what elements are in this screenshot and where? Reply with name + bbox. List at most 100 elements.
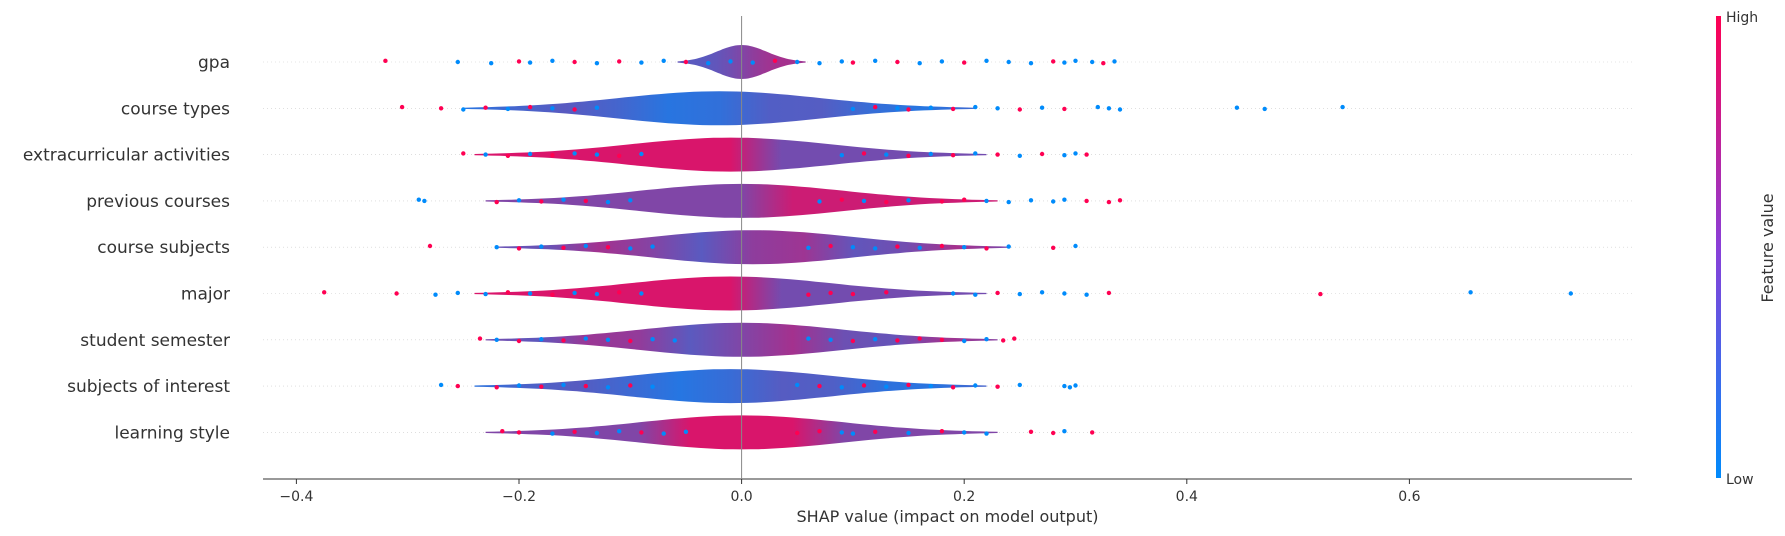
feature-row: student semester (80, 322, 1632, 357)
shap-point (1017, 153, 1022, 158)
shap-point (628, 198, 633, 203)
feature-row: gpa (198, 45, 1632, 79)
shap-point (1012, 336, 1017, 341)
shap-point (973, 151, 978, 156)
shap-point (594, 61, 600, 66)
shap-point (1039, 290, 1045, 295)
shap-point (1062, 291, 1067, 296)
shap-point (962, 338, 967, 344)
shap-point (672, 338, 677, 343)
feature-label: extracurricular activities (23, 146, 230, 166)
shap-point (572, 290, 577, 296)
shap-point (628, 383, 633, 388)
shap-point (650, 337, 655, 342)
shap-point (583, 243, 588, 249)
shap-point (1073, 58, 1078, 63)
shap-point (895, 244, 900, 249)
shap-point (1073, 151, 1078, 156)
shap-point (1062, 106, 1067, 112)
shap-point (928, 383, 933, 389)
shap-point (1084, 292, 1089, 297)
feature-label: course types (121, 99, 230, 119)
shap-point (1117, 198, 1123, 203)
shap-point (895, 106, 900, 111)
shap-point (861, 383, 867, 388)
shap-point (1073, 243, 1078, 249)
shap-point (906, 430, 911, 436)
shap-point (617, 429, 622, 434)
shap-point (477, 336, 483, 341)
shap-point (839, 59, 844, 64)
shap-point (1051, 430, 1056, 436)
shap-point (1039, 151, 1045, 157)
shap-point (973, 104, 978, 110)
shap-point (455, 290, 460, 296)
x-tick-label: 0.0 (730, 489, 752, 505)
shap-point (884, 152, 889, 157)
shap-point (806, 336, 811, 341)
shap-point (550, 292, 555, 297)
shap-point (639, 430, 644, 435)
shap-point (505, 153, 511, 158)
shap-point (639, 291, 644, 296)
shap-point (605, 337, 611, 342)
shap-point (995, 290, 1000, 296)
shap-point (917, 245, 922, 250)
violin-shape (474, 369, 987, 404)
shap-point (505, 290, 511, 295)
violin-shape (463, 91, 976, 126)
shap-point (594, 291, 600, 297)
shap-point (383, 58, 388, 63)
shap-point (661, 431, 666, 436)
shap-point (839, 385, 844, 390)
shap-point (1062, 153, 1067, 158)
shap-point (455, 59, 460, 65)
shap-point (806, 245, 811, 250)
shap-point (1106, 106, 1112, 111)
shap-point (494, 337, 499, 342)
shap-point (873, 429, 878, 434)
shap-point (561, 382, 566, 388)
shap-point (1062, 197, 1067, 202)
shap-point (494, 385, 499, 390)
shap-point (500, 429, 505, 434)
shap-point (1028, 61, 1034, 66)
shap-point (683, 59, 689, 65)
feature-row: subjects of interest (67, 369, 1632, 404)
shap-point (461, 151, 466, 156)
shap-point (984, 198, 989, 204)
shap-point (795, 382, 800, 388)
shap-point (572, 429, 577, 434)
feature-label: student semester (80, 331, 230, 351)
shap-point (1318, 291, 1323, 297)
x-tick-label: −0.2 (502, 489, 536, 505)
shap-point (1001, 338, 1006, 343)
feature-row: learning style (114, 415, 1632, 450)
colorbar-high-label: High (1726, 10, 1758, 26)
shap-point (1095, 104, 1101, 110)
feature-row: previous courses (86, 183, 1632, 218)
shap-point (939, 59, 945, 64)
shap-point (939, 199, 945, 204)
shap-point (416, 197, 421, 202)
shap-point (650, 384, 655, 389)
colorbar-low-label: Low (1726, 472, 1754, 488)
shap-point (1051, 245, 1056, 250)
shap-point (1090, 59, 1095, 65)
shap-point (605, 199, 611, 205)
shap-point (861, 151, 867, 156)
shap-point (817, 383, 822, 389)
shap-point (438, 106, 444, 111)
shap-point (984, 431, 989, 436)
shap-point (661, 58, 666, 63)
shap-point (928, 151, 933, 157)
shap-point (483, 291, 488, 297)
shap-point (516, 338, 522, 344)
shap-point (505, 106, 511, 112)
shap-point (605, 245, 611, 250)
shap-point (594, 430, 600, 436)
shap-point (628, 338, 633, 344)
x-tick-label: −0.4 (279, 489, 313, 505)
shap-point (817, 199, 822, 204)
